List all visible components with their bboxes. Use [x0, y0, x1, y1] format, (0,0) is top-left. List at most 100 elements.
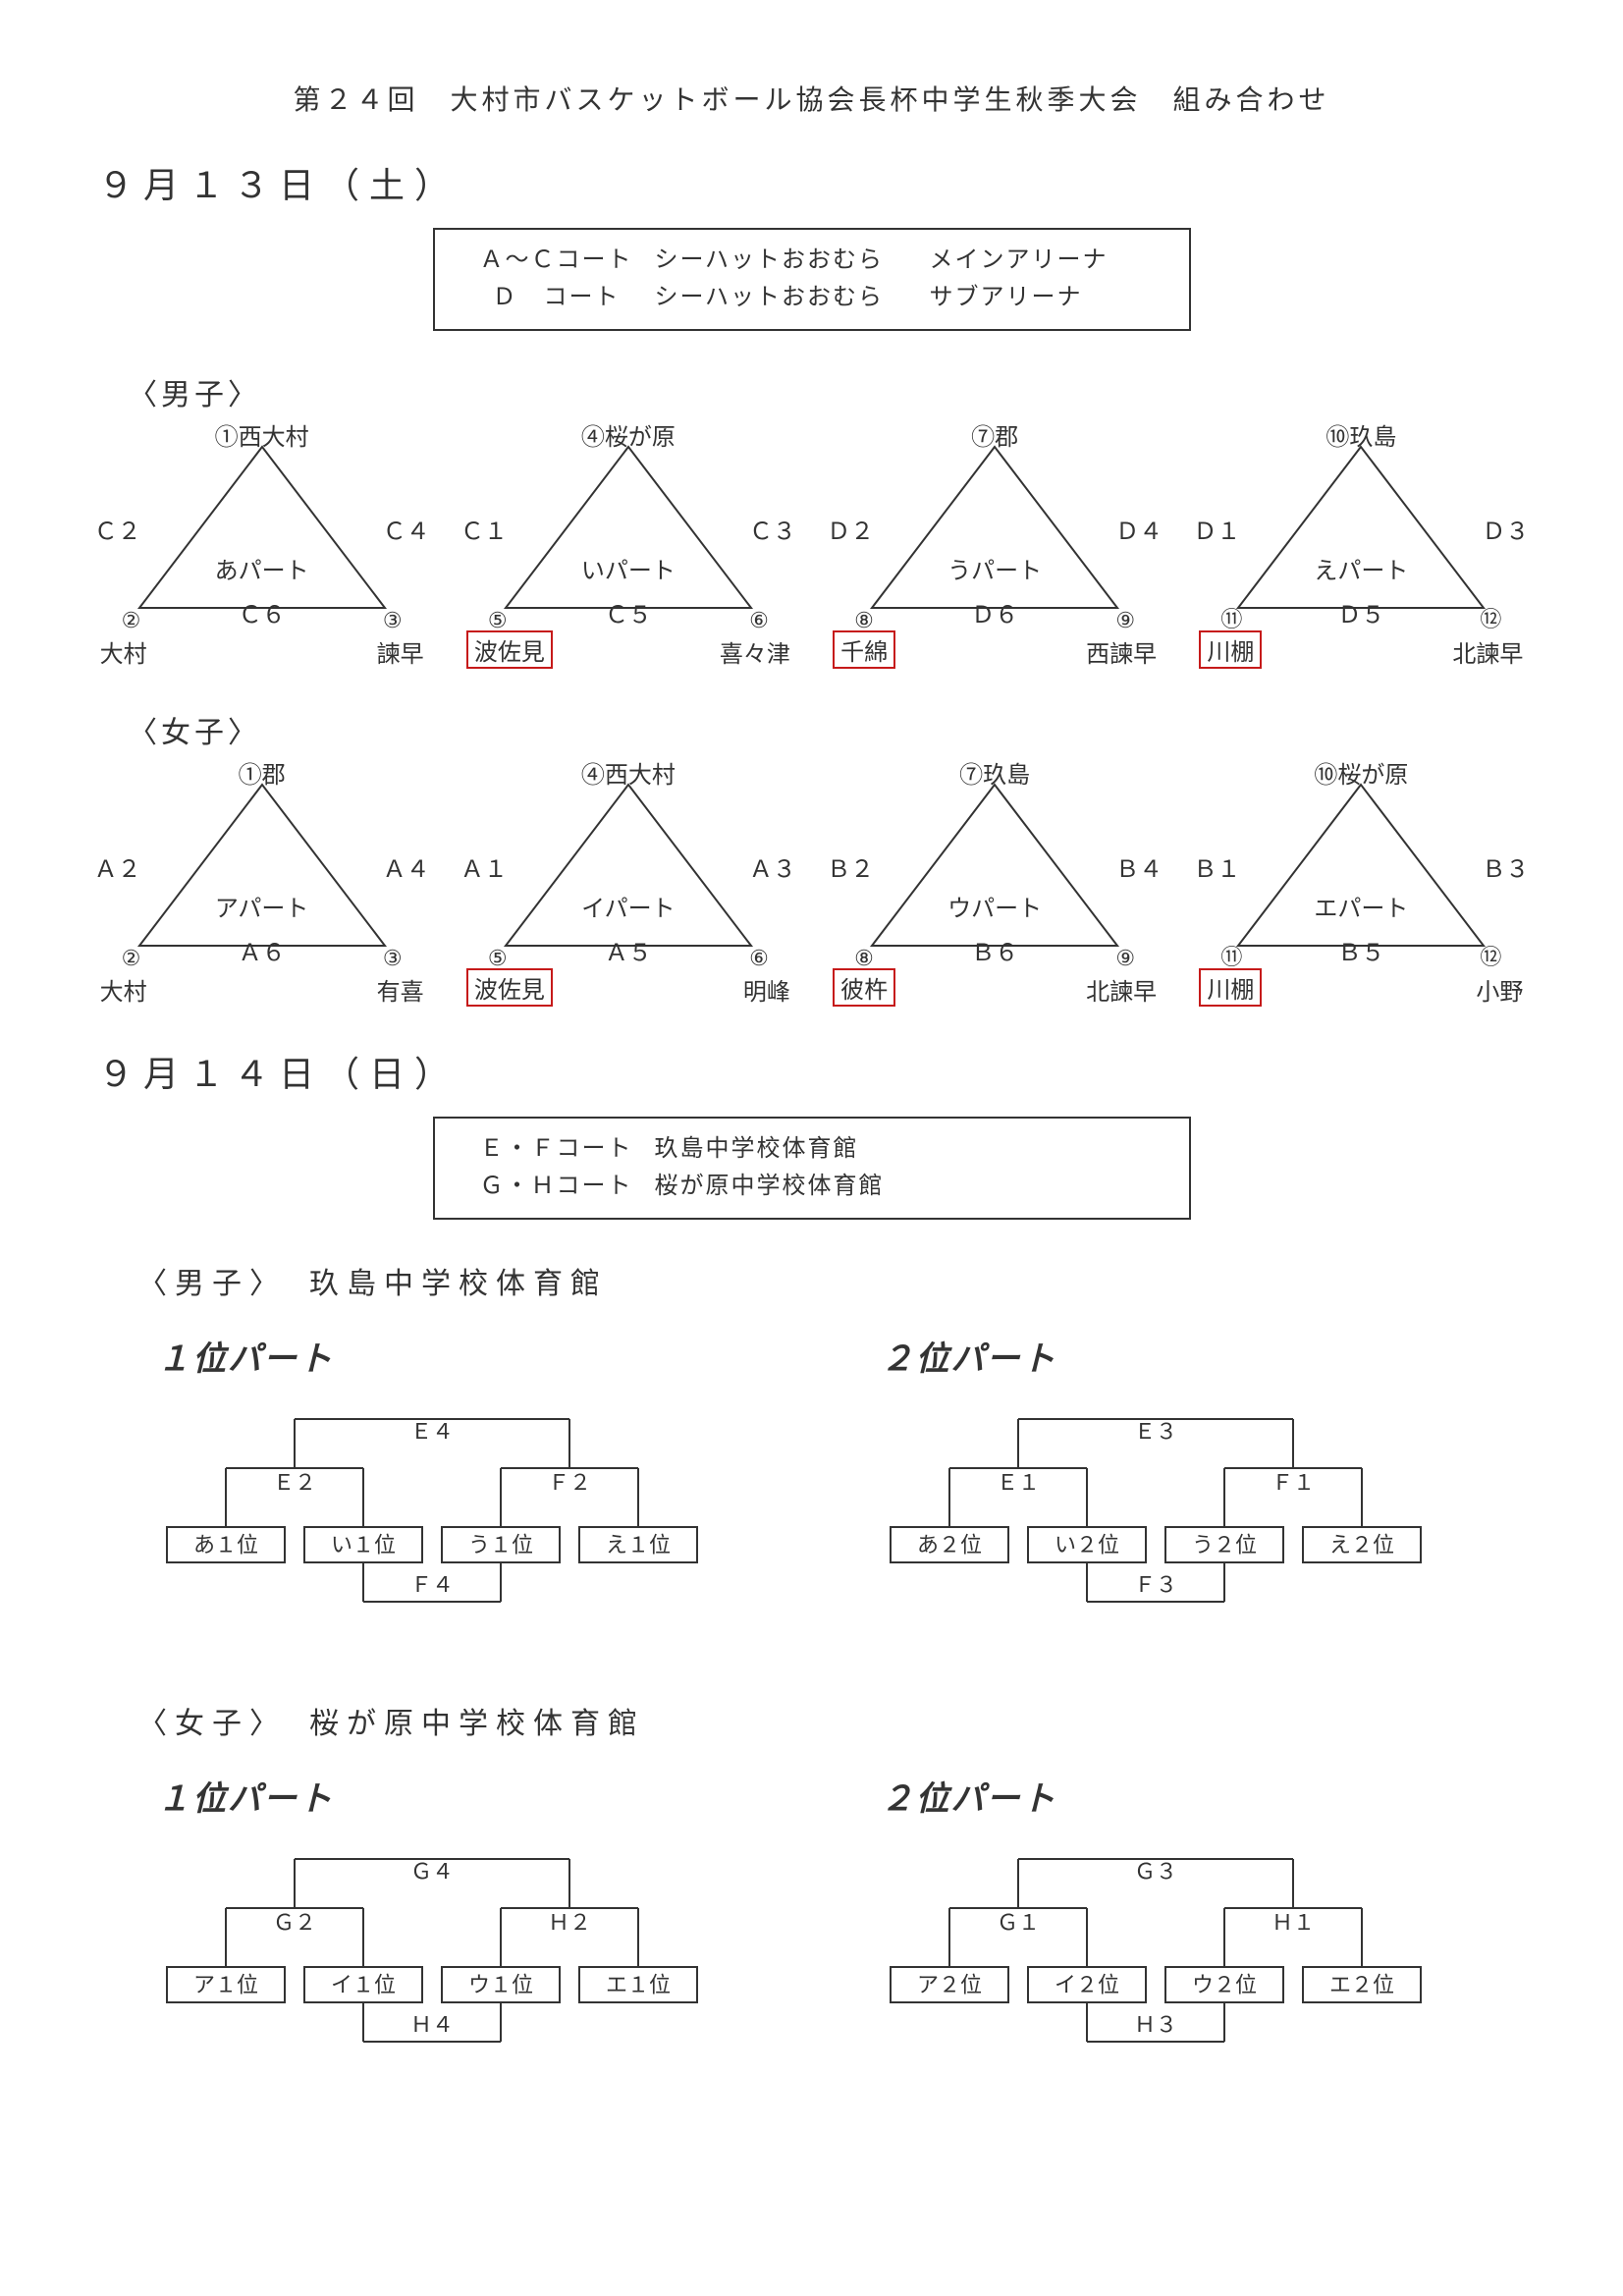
day1-venue-box: Ａ～Ｃコート シーハットおおむら メインアリーナ Ｄ コート シーハットおおむら… — [433, 228, 1191, 331]
triangle-top: ①郡 — [100, 755, 424, 790]
triangle-right-match: Ｃ３ — [749, 512, 796, 546]
svg-text:い２位: い２位 — [1054, 1532, 1118, 1557]
triangle-br-team: 西諫早 — [1086, 634, 1157, 669]
triangle-bottom-match: Ｃ５ — [466, 595, 790, 629]
triangle-br-team: 有喜 — [377, 972, 424, 1007]
triangle-right-match: Ｄ３ — [1482, 512, 1529, 546]
svg-text:Ｈ１: Ｈ１ — [1271, 1910, 1314, 1935]
svg-text:Ｅ３: Ｅ３ — [1133, 1419, 1176, 1444]
venue-court: Ｄ コート — [459, 279, 655, 316]
day2-girls-header: 〈女子〉 桜が原中学校体育館 — [137, 1699, 1564, 1742]
triangle-bottom-match: Ａ５ — [466, 933, 790, 967]
bracket-title: ２位パート — [881, 1332, 1487, 1380]
triangle-br-num: ⑫ — [1480, 940, 1501, 971]
triangle-bottom-match: Ｄ５ — [1199, 595, 1523, 629]
triangle-bl-team: 川棚 — [1199, 968, 1262, 1007]
triangle-bottom-match: Ｃ６ — [100, 595, 424, 629]
bracket-block: １位パート Ｇ４ Ｇ２ Ｈ２ Ｈ４ ア１位 イ１ — [137, 1762, 763, 2080]
triangle-group: ⑩玖島 Ｄ１ Ｄ３ えパート ⑪ Ｄ５ ⑫ 川棚 北諫早 — [1199, 423, 1523, 679]
triangle-bl-team: 大村 — [100, 634, 147, 669]
svg-text:う１位: う１位 — [468, 1532, 533, 1557]
day2-boys-header: 〈男子〉 玖島中学校体育館 — [137, 1259, 1564, 1302]
triangle-br-num: ⑫ — [1480, 602, 1501, 633]
svg-text:い１位: い１位 — [331, 1532, 396, 1557]
triangle-top: ⑩桜が原 — [1199, 755, 1523, 790]
svg-text:Ｆ１: Ｆ１ — [1271, 1470, 1314, 1495]
triangle-br-team: 北諫早 — [1086, 972, 1157, 1007]
triangle-left-match: Ｂ１ — [1193, 849, 1240, 884]
triangle-right-match: Ｄ４ — [1115, 512, 1163, 546]
svg-text:う２位: う２位 — [1191, 1532, 1256, 1557]
triangle-bottom-match: Ａ６ — [100, 933, 424, 967]
triangle-part-name: うパート — [833, 551, 1157, 585]
triangle-part-name: えパート — [1199, 551, 1523, 585]
triangle-top: ④桜が原 — [466, 417, 790, 452]
triangle-group: ⑩桜が原 Ｂ１ Ｂ３ エパート ⑪ Ｂ５ ⑫ 川棚 小野 — [1199, 761, 1523, 1016]
girls-triangles: ①郡 Ａ２ Ａ４ アパート ② Ａ６ ③ 大村 有喜 ④西大村 Ａ１ Ａ３ イパ… — [59, 761, 1564, 1016]
triangle-br-num: ⑥ — [749, 946, 769, 971]
triangle-part-name: ウパート — [833, 889, 1157, 923]
triangle-group: ①西大村 Ｃ２ Ｃ４ あパート ② Ｃ６ ③ 大村 諫早 — [100, 423, 424, 679]
triangle-br-num: ③ — [383, 608, 403, 633]
bracket-title: １位パート — [157, 1332, 763, 1380]
svg-text:イ１位: イ１位 — [331, 1972, 396, 1996]
girls-label: 〈女子〉 — [128, 708, 1564, 751]
bracket-title: １位パート — [157, 1772, 763, 1820]
svg-text:あ２位: あ２位 — [916, 1532, 981, 1557]
svg-text:Ｇ４: Ｇ４ — [410, 1859, 454, 1884]
triangle-bl-team: 千綿 — [833, 630, 895, 669]
triangle-left-match: Ａ２ — [94, 849, 141, 884]
svg-text:え２位: え２位 — [1328, 1532, 1393, 1557]
svg-text:え１位: え１位 — [606, 1532, 671, 1557]
venue-place: 桜が原中学校体育館 — [655, 1168, 930, 1205]
svg-text:Ｅ１: Ｅ１ — [996, 1470, 1039, 1495]
triangle-br-team: 北諫早 — [1452, 634, 1523, 669]
venue-arena: メインアリーナ — [930, 242, 1165, 279]
svg-text:Ｅ２: Ｅ２ — [273, 1470, 316, 1495]
bracket-block: ２位パート Ｇ３ Ｇ１ Ｈ１ Ｈ３ ア２位 イ２ — [861, 1762, 1487, 2080]
triangle-bl-team: 彼杵 — [833, 968, 895, 1007]
triangle-br-team: 小野 — [1476, 972, 1523, 1007]
svg-text:ア１位: ア１位 — [193, 1972, 258, 1996]
bracket-block: １位パート Ｅ４ Ｅ２ Ｆ２ Ｆ４ あ１位 い１ — [137, 1322, 763, 1640]
triangle-bl-team: 大村 — [100, 972, 147, 1007]
svg-text:ア２位: ア２位 — [916, 1972, 981, 1996]
triangle-top: ⑦郡 — [833, 417, 1157, 452]
triangle-bottom-match: Ｂ６ — [833, 933, 1157, 967]
triangle-right-match: Ｃ４ — [383, 512, 430, 546]
svg-text:Ｈ２: Ｈ２ — [548, 1910, 591, 1935]
day2-date: ９月１４日（日） — [98, 1046, 1564, 1097]
boys-label: 〈男子〉 — [128, 370, 1564, 413]
triangle-right-match: Ａ４ — [383, 849, 430, 884]
triangle-bottom-match: Ｄ６ — [833, 595, 1157, 629]
triangle-right-match: Ｂ４ — [1115, 849, 1163, 884]
triangle-right-match: Ｂ３ — [1482, 849, 1529, 884]
triangle-right-match: Ａ３ — [749, 849, 796, 884]
svg-text:Ｇ１: Ｇ１ — [996, 1910, 1039, 1935]
svg-text:イ２位: イ２位 — [1054, 1972, 1118, 1996]
triangle-group: ①郡 Ａ２ Ａ４ アパート ② Ａ６ ③ 大村 有喜 — [100, 761, 424, 1016]
triangle-group: ⑦郡 Ｄ２ Ｄ４ うパート ⑧ Ｄ６ ⑨ 千綿 西諫早 — [833, 423, 1157, 679]
svg-text:Ｈ４: Ｈ４ — [410, 2012, 454, 2037]
page-title: 第２４回 大村市バスケットボール協会長杯中学生秋季大会 組み合わせ — [59, 79, 1564, 118]
day1-date: ９月１３日（土） — [98, 157, 1564, 208]
boys-brackets: １位パート Ｅ４ Ｅ２ Ｆ２ Ｆ４ あ１位 い１ — [59, 1322, 1564, 1640]
triangle-left-match: Ｃ１ — [460, 512, 508, 546]
svg-text:Ｆ２: Ｆ２ — [548, 1470, 591, 1495]
venue-place: シーハットおおむら — [655, 279, 930, 316]
venue-court: Ａ～Ｃコート — [459, 242, 655, 279]
triangle-top: ④西大村 — [466, 755, 790, 790]
boys-triangles: ①西大村 Ｃ２ Ｃ４ あパート ② Ｃ６ ③ 大村 諫早 ④桜が原 Ｃ１ Ｃ３ … — [59, 423, 1564, 679]
triangle-part-name: エパート — [1199, 889, 1523, 923]
svg-text:エ１位: エ１位 — [606, 1972, 671, 1996]
triangle-top: ①西大村 — [100, 417, 424, 452]
svg-text:Ｆ３: Ｆ３ — [1133, 1572, 1176, 1597]
triangle-group: ④桜が原 Ｃ１ Ｃ３ いパート ⑤ Ｃ５ ⑥ 波佐見 喜々津 — [466, 423, 790, 679]
triangle-top: ⑦玖島 — [833, 755, 1157, 790]
triangle-br-team: 喜々津 — [720, 634, 790, 669]
svg-text:ウ２位: ウ２位 — [1191, 1972, 1256, 1996]
triangle-bl-team: 川棚 — [1199, 630, 1262, 669]
girls-brackets: １位パート Ｇ４ Ｇ２ Ｈ２ Ｈ４ ア１位 イ１ — [59, 1762, 1564, 2080]
venue-arena: サブアリーナ — [930, 279, 1165, 316]
svg-text:Ｈ３: Ｈ３ — [1133, 2012, 1176, 2037]
